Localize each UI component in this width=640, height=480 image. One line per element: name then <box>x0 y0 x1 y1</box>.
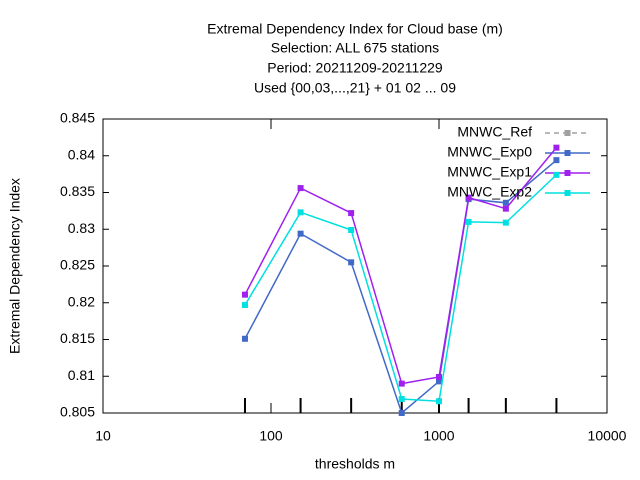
chart-subtitle: Period: 20211209-20211229 <box>267 60 443 76</box>
chart-subtitle: Used {00,03,...,21} + 01 02 ... 09 <box>254 80 456 96</box>
legend-label: MNWC_Exp2 <box>447 184 532 200</box>
x-tick-label: 100 <box>259 428 283 444</box>
y-tick-label: 0.84 <box>68 146 95 162</box>
x-tick-label: 10000 <box>588 428 627 444</box>
legend-swatch <box>564 150 571 156</box>
series-point <box>436 373 442 380</box>
legend-swatch <box>564 190 571 196</box>
x-tick-label: 10 <box>95 428 111 444</box>
series-point <box>348 259 355 266</box>
series-line <box>244 147 558 385</box>
series-point <box>502 199 509 206</box>
series-point <box>241 291 248 298</box>
series-point <box>465 194 472 201</box>
series-point <box>297 209 304 216</box>
legend-swatch <box>564 130 571 136</box>
y-tick-label: 0.82 <box>68 293 95 309</box>
series-line <box>244 174 557 403</box>
series-point <box>553 157 560 164</box>
series-point <box>553 171 560 178</box>
series-point <box>436 378 442 385</box>
series-point <box>297 185 304 192</box>
chart-subtitle: Selection: ALL 675 stations <box>271 40 439 56</box>
legend-label: MNWC_Exp0 <box>447 144 532 160</box>
series-point <box>398 410 405 416</box>
series-point <box>241 335 248 342</box>
series-point <box>398 396 405 403</box>
series-point <box>297 230 304 237</box>
series-point <box>502 219 509 226</box>
y-tick-label: 0.83 <box>68 220 95 236</box>
y-tick-label: 0.835 <box>60 183 95 199</box>
series-point <box>465 218 472 225</box>
series-point <box>436 398 442 405</box>
series-line <box>244 159 557 415</box>
series-point <box>348 226 355 233</box>
y-tick-label: 0.805 <box>60 404 95 420</box>
chart-title: Extremal Dependency Index for Cloud base… <box>207 21 503 37</box>
series-point <box>241 301 248 308</box>
legend-label: MNWC_Exp1 <box>447 164 532 180</box>
series-point <box>553 144 560 151</box>
y-axis-label: Extremal Dependency Index <box>7 178 23 354</box>
series-point <box>398 380 405 387</box>
y-tick-label: 0.81 <box>68 367 95 383</box>
y-tick-label: 0.845 <box>60 110 95 126</box>
y-tick-label: 0.815 <box>60 330 95 346</box>
legend-swatch <box>564 170 571 176</box>
y-tick-label: 0.825 <box>60 257 95 273</box>
series-point <box>502 205 509 212</box>
x-axis-label: thresholds m <box>315 456 395 472</box>
x-tick-label: 1000 <box>423 428 454 444</box>
legend-label: MNWC_Ref <box>457 124 532 140</box>
series-point <box>348 210 355 217</box>
